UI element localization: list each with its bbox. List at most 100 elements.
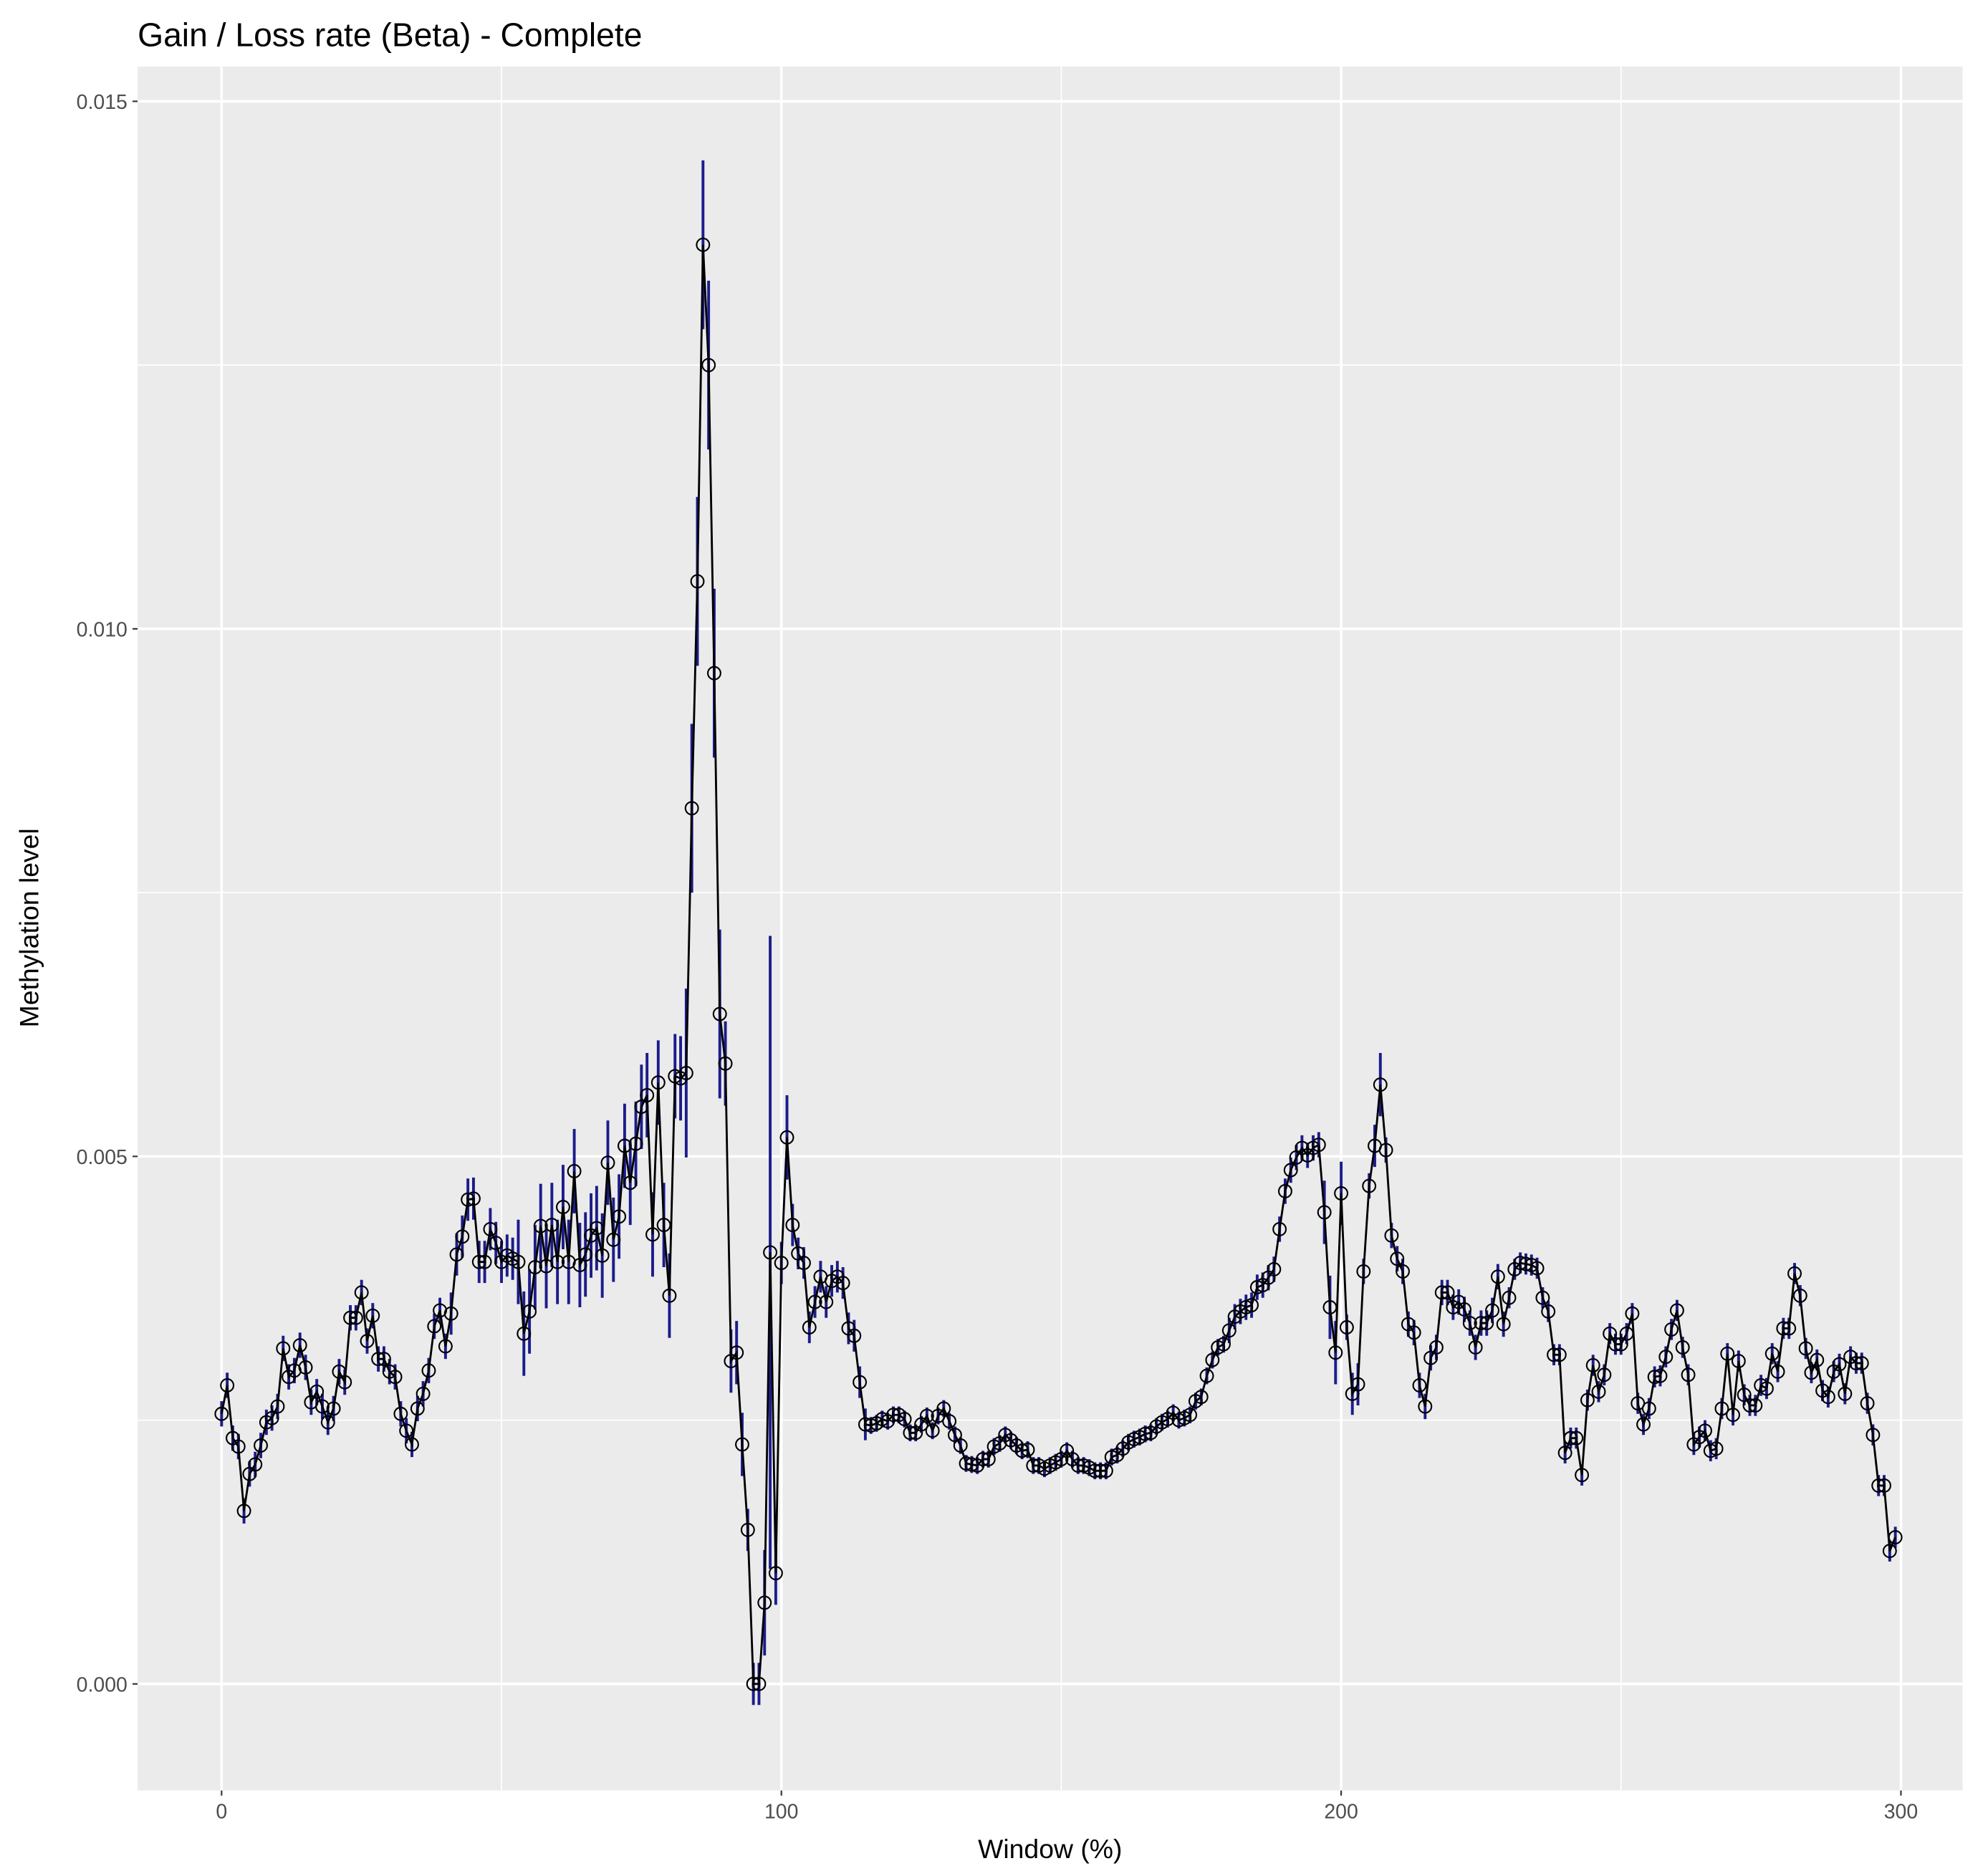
x-axis-title: Window (%) [978, 1834, 1122, 1864]
data-point [343, 1310, 358, 1325]
data-point [1787, 1266, 1802, 1281]
data-point [1087, 1463, 1103, 1478]
data-point [1854, 1356, 1869, 1371]
data-point [746, 1676, 761, 1691]
data-point [254, 1438, 268, 1453]
data-point [466, 1191, 481, 1206]
data-point [1547, 1347, 1561, 1362]
data-point [1199, 1368, 1214, 1383]
data-point [1496, 1317, 1511, 1332]
data-point [1406, 1325, 1421, 1340]
data-point [981, 1452, 996, 1467]
data-point [779, 1130, 794, 1145]
data-point [1636, 1417, 1651, 1432]
data-point [1317, 1205, 1332, 1220]
data-point [1418, 1399, 1433, 1414]
data-point [556, 1200, 570, 1215]
data-point [1804, 1365, 1819, 1380]
data-point [1513, 1256, 1528, 1271]
data-point [315, 1399, 330, 1414]
data-point [410, 1401, 425, 1416]
data-point [1820, 1390, 1835, 1405]
grid [138, 66, 1963, 1791]
data-point [802, 1320, 817, 1334]
data-point [1585, 1358, 1600, 1372]
data-point [1334, 1185, 1349, 1201]
data-point [1641, 1401, 1656, 1416]
x-tick-label: 0 [216, 1801, 227, 1824]
data-point [544, 1218, 560, 1233]
data-point [623, 1175, 638, 1191]
data-point [1322, 1300, 1338, 1314]
data-point [628, 1136, 643, 1151]
data-point [1580, 1393, 1595, 1408]
y-tick-label: 0.015 [77, 91, 128, 114]
data-point [1283, 1163, 1298, 1178]
data-point [959, 1456, 974, 1471]
data-point [1810, 1352, 1825, 1367]
data-point [1865, 1428, 1881, 1443]
data-point [1664, 1322, 1679, 1337]
data-point [477, 1254, 492, 1269]
data-point [1396, 1264, 1411, 1279]
data-point [1434, 1285, 1449, 1300]
x-tick-label: 200 [1324, 1801, 1358, 1824]
data-point [1384, 1228, 1399, 1243]
data-point [1557, 1446, 1572, 1461]
data-point [326, 1401, 341, 1416]
data-line [220, 244, 1896, 1685]
data-point [1535, 1290, 1550, 1305]
data-point [455, 1229, 470, 1244]
data-point [1093, 1463, 1108, 1478]
data-point [656, 1218, 671, 1233]
data-point [1860, 1396, 1875, 1410]
data-point [1277, 1184, 1292, 1198]
data-point [376, 1352, 391, 1367]
data-point [1267, 1262, 1282, 1276]
data-point [264, 1410, 279, 1425]
data-point [1597, 1367, 1612, 1382]
data-point [757, 1595, 772, 1610]
data-point [231, 1439, 246, 1454]
data-point [220, 1378, 235, 1393]
data-point [763, 1245, 778, 1260]
data-point [292, 1338, 307, 1352]
data-point [388, 1370, 403, 1385]
data-point [785, 1218, 800, 1233]
data-point [617, 1138, 632, 1153]
data-point [1591, 1384, 1606, 1399]
data-point [751, 1676, 767, 1691]
data-point [405, 1437, 419, 1452]
data-point [1272, 1222, 1287, 1236]
data-point [1748, 1398, 1763, 1413]
data-point [1888, 1530, 1903, 1545]
data-point [1714, 1401, 1729, 1416]
data-point [903, 1425, 918, 1440]
y-tick-label: 0.000 [77, 1674, 128, 1697]
data-point [443, 1306, 458, 1321]
data-point [1462, 1316, 1477, 1331]
data-point [1205, 1352, 1220, 1367]
data-point [1563, 1430, 1578, 1446]
data-point [1625, 1306, 1640, 1321]
data-point [1412, 1378, 1427, 1393]
data-point [1770, 1364, 1785, 1379]
data-point [589, 1221, 604, 1236]
data-point [1440, 1285, 1455, 1300]
data-point [718, 1056, 733, 1071]
data-point [942, 1414, 957, 1429]
data-point [438, 1339, 453, 1354]
data-point [421, 1363, 436, 1378]
data-point [1530, 1261, 1545, 1276]
data-point [953, 1438, 968, 1453]
data-point [1742, 1398, 1757, 1413]
data-point [393, 1406, 408, 1421]
data-point [662, 1288, 677, 1303]
data-point [309, 1384, 325, 1399]
data-point [298, 1360, 313, 1375]
data-point [533, 1218, 548, 1233]
data-point [1575, 1468, 1590, 1483]
data-point [640, 1087, 655, 1102]
data-point [1619, 1326, 1634, 1341]
data-point [1798, 1341, 1813, 1356]
